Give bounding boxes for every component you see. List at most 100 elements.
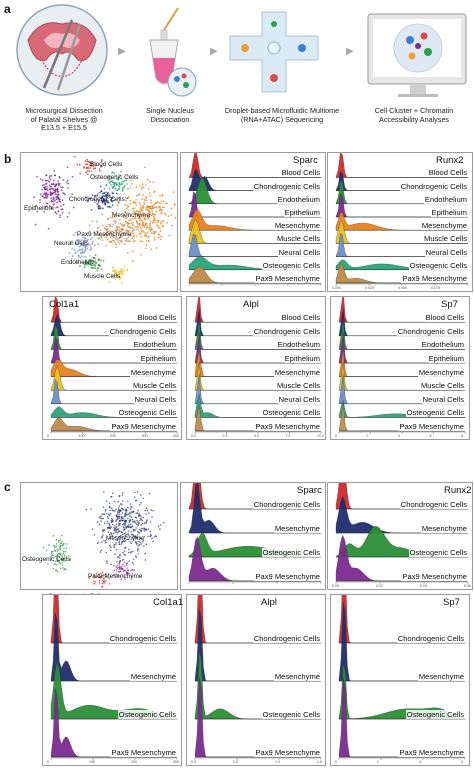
- umap-point: [101, 579, 104, 582]
- gene-title: Runx2: [444, 485, 472, 496]
- umap-point: [91, 528, 94, 530]
- umap-point: [47, 193, 50, 196]
- umap-point: [71, 255, 74, 258]
- umap-point: [135, 199, 138, 201]
- ridge-plot-runx2-panel_b: Blood Cells Chondrogenic Cells Endothelium…: [327, 152, 473, 292]
- x-tick-label: 10.0: [317, 434, 324, 438]
- umap-point: [92, 165, 95, 168]
- umap-point: [116, 273, 118, 275]
- umap-point: [83, 266, 86, 268]
- ridge-row-label: Mesenchyme: [417, 672, 465, 681]
- umap-point: [80, 249, 83, 251]
- umap-point: [110, 546, 112, 548]
- umap-point: [159, 194, 161, 197]
- umap-point: [81, 244, 83, 247]
- umap-point: [128, 548, 130, 551]
- umap-point: [114, 510, 116, 512]
- ridge-row-label: Epithelium: [427, 354, 465, 363]
- umap-point: [101, 571, 104, 574]
- umap-point: [108, 513, 110, 515]
- umap-point: [125, 229, 127, 232]
- umap-point: [141, 214, 144, 216]
- umap-point: [134, 529, 136, 531]
- umap-point: [141, 230, 143, 233]
- umap-point: [129, 240, 131, 242]
- umap-point: [157, 221, 159, 224]
- umap-point: [153, 236, 156, 239]
- umap-point: [63, 554, 66, 557]
- umap-point: [145, 235, 147, 238]
- umap-point: [77, 250, 79, 252]
- umap-point: [96, 269, 99, 272]
- umap-point: [92, 256, 95, 259]
- umap-point: [135, 225, 138, 228]
- umap-point: [52, 535, 55, 537]
- umap-point: [121, 227, 123, 230]
- umap-point: [108, 187, 111, 190]
- ridge-row-label: Pax9 Mesenchyme: [254, 572, 321, 581]
- umap-point: [48, 184, 51, 187]
- umap-point: [97, 243, 100, 246]
- umap-point: [121, 535, 124, 538]
- umap-point: [139, 207, 142, 209]
- umap-point: [54, 546, 56, 549]
- umap-point: [135, 556, 138, 559]
- umap-point: [119, 222, 122, 225]
- umap-point: [125, 525, 127, 528]
- umap-point: [171, 224, 174, 227]
- umap-point: [166, 202, 169, 205]
- umap-point: [52, 183, 55, 185]
- ridge-row-label: Endothelium: [420, 340, 465, 350]
- umap-point: [104, 510, 107, 512]
- ridge-row-label: Osteogenic Cells: [117, 408, 177, 418]
- umap-point: [76, 238, 79, 241]
- umap-point: [137, 226, 139, 228]
- umap-point: [108, 502, 111, 505]
- umap-point: [86, 163, 88, 166]
- umap-point: [98, 573, 100, 575]
- umap-point: [121, 565, 123, 568]
- umap-point: [118, 524, 121, 526]
- umap-point: [118, 557, 121, 559]
- umap-point: [79, 249, 82, 251]
- umap-point: [102, 259, 105, 262]
- umap-point: [91, 237, 94, 239]
- umap-point: [88, 577, 91, 579]
- umap-point: [119, 234, 121, 236]
- umap-point: [90, 246, 93, 249]
- umap-point: [142, 194, 144, 197]
- ridge-row-label: Neural Cells: [133, 394, 177, 404]
- x-tick-label: 0: [47, 434, 49, 438]
- ridge-plot-alpl-panel_c: Chondrogenic Cells Mesenchyme Osteogenic C…: [186, 594, 326, 766]
- umap-point: [152, 220, 155, 222]
- ridge-plot-sparc-panel_b: Blood Cells Chondrogenic Cells Endothelium…: [180, 152, 326, 292]
- umap-point: [149, 521, 152, 523]
- umap-point: [151, 205, 154, 208]
- umap-point: [85, 244, 87, 247]
- umap-point: [97, 237, 100, 240]
- umap-point: [130, 506, 132, 508]
- umap-point: [108, 223, 110, 226]
- umap-point: [139, 218, 142, 221]
- umap-point: [131, 521, 134, 523]
- umap-point: [113, 241, 116, 243]
- umap-point: [115, 519, 117, 521]
- umap-point: [131, 237, 133, 240]
- umap-point: [123, 181, 125, 183]
- umap-point: [136, 550, 139, 552]
- umap-point: [58, 556, 61, 558]
- umap-point: [55, 555, 57, 558]
- umap-point: [140, 518, 143, 521]
- umap-point: [54, 211, 57, 214]
- umap-point: [83, 245, 85, 247]
- umap-point: [119, 522, 121, 525]
- umap-point: [109, 505, 111, 508]
- umap-point: [114, 525, 116, 527]
- umap-point: [102, 534, 104, 536]
- umap-point: [101, 224, 104, 227]
- umap-point: [133, 239, 136, 242]
- umap-point: [112, 220, 115, 223]
- umap-point: [147, 212, 150, 215]
- umap-point: [55, 543, 58, 545]
- umap-point: [86, 167, 88, 170]
